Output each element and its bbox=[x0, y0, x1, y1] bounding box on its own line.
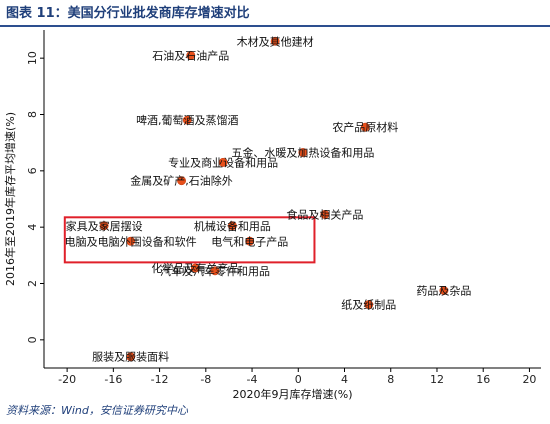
point-label: 药品及杂品 bbox=[416, 285, 471, 298]
figure-title: 图表 11：美国分行业批发商库存增速对比 bbox=[6, 6, 250, 21]
point-label: 石油及石油产品 bbox=[152, 48, 229, 62]
point-label: 电脑及电脑外围设备和软件 bbox=[65, 234, 197, 248]
x-tick-label: -16 bbox=[104, 373, 122, 386]
scatter-point[interactable] bbox=[99, 221, 109, 231]
y-tick-label: 2 bbox=[26, 280, 39, 287]
point-label: 啤酒,葡萄酒及蒸馏酒 bbox=[136, 113, 239, 127]
x-tick-label: 4 bbox=[341, 373, 348, 386]
scatter-point[interactable] bbox=[298, 148, 308, 157]
point-label: 服装及服装面料 bbox=[92, 350, 169, 364]
scatter-point[interactable] bbox=[190, 263, 200, 273]
scatter-point[interactable] bbox=[210, 266, 220, 276]
scatter-point[interactable] bbox=[126, 236, 136, 246]
scatter-point[interactable] bbox=[360, 122, 370, 132]
x-tick-label: -8 bbox=[200, 373, 211, 386]
point-label: 食品及相关产品 bbox=[286, 207, 363, 221]
x-tick-label: -20 bbox=[58, 373, 76, 386]
scatter-point[interactable] bbox=[270, 36, 280, 46]
y-tick-label: 6 bbox=[26, 167, 39, 174]
point-label: 金属及矿产,石油除外 bbox=[130, 174, 233, 188]
y-tick-label: 10 bbox=[26, 51, 39, 65]
point-label: 家具及家居摆设 bbox=[66, 219, 143, 233]
point-label: 五金、水暖及加热设备和用品 bbox=[231, 146, 374, 160]
scatter-point[interactable] bbox=[218, 157, 228, 167]
y-tick-label: 8 bbox=[26, 111, 39, 118]
point-label: 电气和电子产品 bbox=[211, 234, 288, 248]
x-tick-label: 16 bbox=[476, 373, 490, 386]
source-note: 资料来源：Wind，安信证券研究中心 bbox=[6, 404, 188, 417]
scatter-point[interactable] bbox=[227, 221, 237, 231]
point-label: 汽车及汽车零件和用品 bbox=[160, 264, 270, 278]
point-label: 专业及商业设备和用品 bbox=[168, 155, 278, 169]
scatter-point[interactable] bbox=[439, 286, 449, 295]
x-tick-label: -4 bbox=[247, 373, 258, 386]
highlight-box bbox=[63, 216, 316, 264]
scatter-point[interactable] bbox=[182, 115, 192, 125]
point-label: 纸及纸制品 bbox=[341, 299, 396, 312]
x-tick-label: 0 bbox=[295, 373, 302, 386]
x-axis-title: 2020年9月库存增速(%) bbox=[232, 387, 352, 401]
scatter-point[interactable] bbox=[245, 236, 255, 246]
point-label: 农产品原材料 bbox=[332, 120, 398, 134]
x-tick-label: -12 bbox=[151, 373, 169, 386]
x-tick-label: 12 bbox=[430, 373, 444, 386]
scatter-point[interactable] bbox=[186, 50, 196, 60]
title-rule bbox=[0, 25, 550, 27]
scatter-point[interactable] bbox=[126, 352, 136, 362]
scatter-point[interactable] bbox=[320, 210, 330, 219]
x-tick-label: 8 bbox=[387, 373, 394, 386]
x-tick-label: 20 bbox=[522, 373, 536, 386]
scatter-point[interactable] bbox=[364, 300, 374, 310]
y-tick-label: 0 bbox=[26, 336, 39, 343]
point-label: 木材及其他建材 bbox=[237, 34, 314, 48]
y-tick-label: 4 bbox=[26, 224, 39, 231]
point-label: 机械设备和用品 bbox=[194, 219, 271, 233]
scatter-point[interactable] bbox=[177, 176, 186, 186]
y-axis-title: 2016年至2019年库存平均增速(%) bbox=[3, 112, 17, 286]
